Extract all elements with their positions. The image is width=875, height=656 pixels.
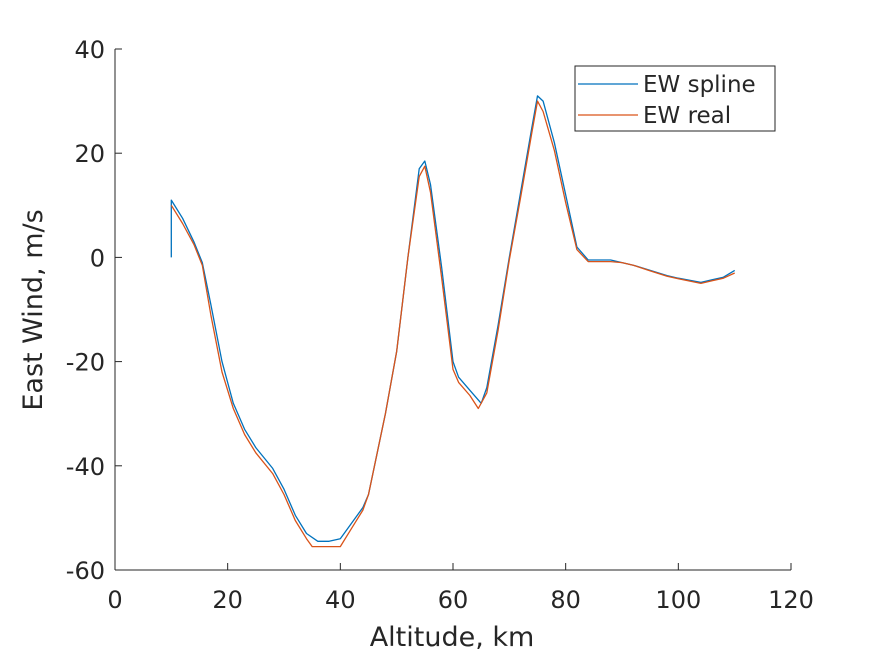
y-tick-label: -60 — [66, 557, 105, 585]
x-tick-label: 20 — [212, 586, 243, 614]
x-tick-label: 120 — [768, 586, 814, 614]
y-tick-label: 0 — [90, 244, 105, 272]
y-tick-label: -40 — [66, 453, 105, 481]
y-tick-label: 20 — [74, 140, 105, 168]
x-tick-label: 60 — [438, 586, 469, 614]
tick-labels: 0 20 40 60 80 100 120 -60 -40 -20 0 20 40 — [66, 36, 814, 614]
y-tick-label: 40 — [74, 36, 105, 64]
x-tick-label: 100 — [655, 586, 701, 614]
series-lines — [170, 95, 736, 548]
legend: EW spline EW real — [574, 65, 776, 132]
x-tick-label: 80 — [550, 586, 581, 614]
y-axis-label: East Wind, m/s — [18, 209, 49, 410]
y-tick-label: -20 — [66, 349, 105, 377]
series-line-2 — [170, 100, 735, 548]
legend-label-1: EW spline — [643, 72, 756, 98]
legend-label-2: EW real — [643, 103, 731, 129]
legend-box — [574, 65, 776, 132]
x-axis-label: Altitude, km — [370, 622, 535, 653]
x-tick-label: 0 — [107, 586, 122, 614]
axes — [114, 48, 792, 571]
series-line-1 — [170, 95, 736, 542]
x-tick-label: 40 — [325, 586, 356, 614]
